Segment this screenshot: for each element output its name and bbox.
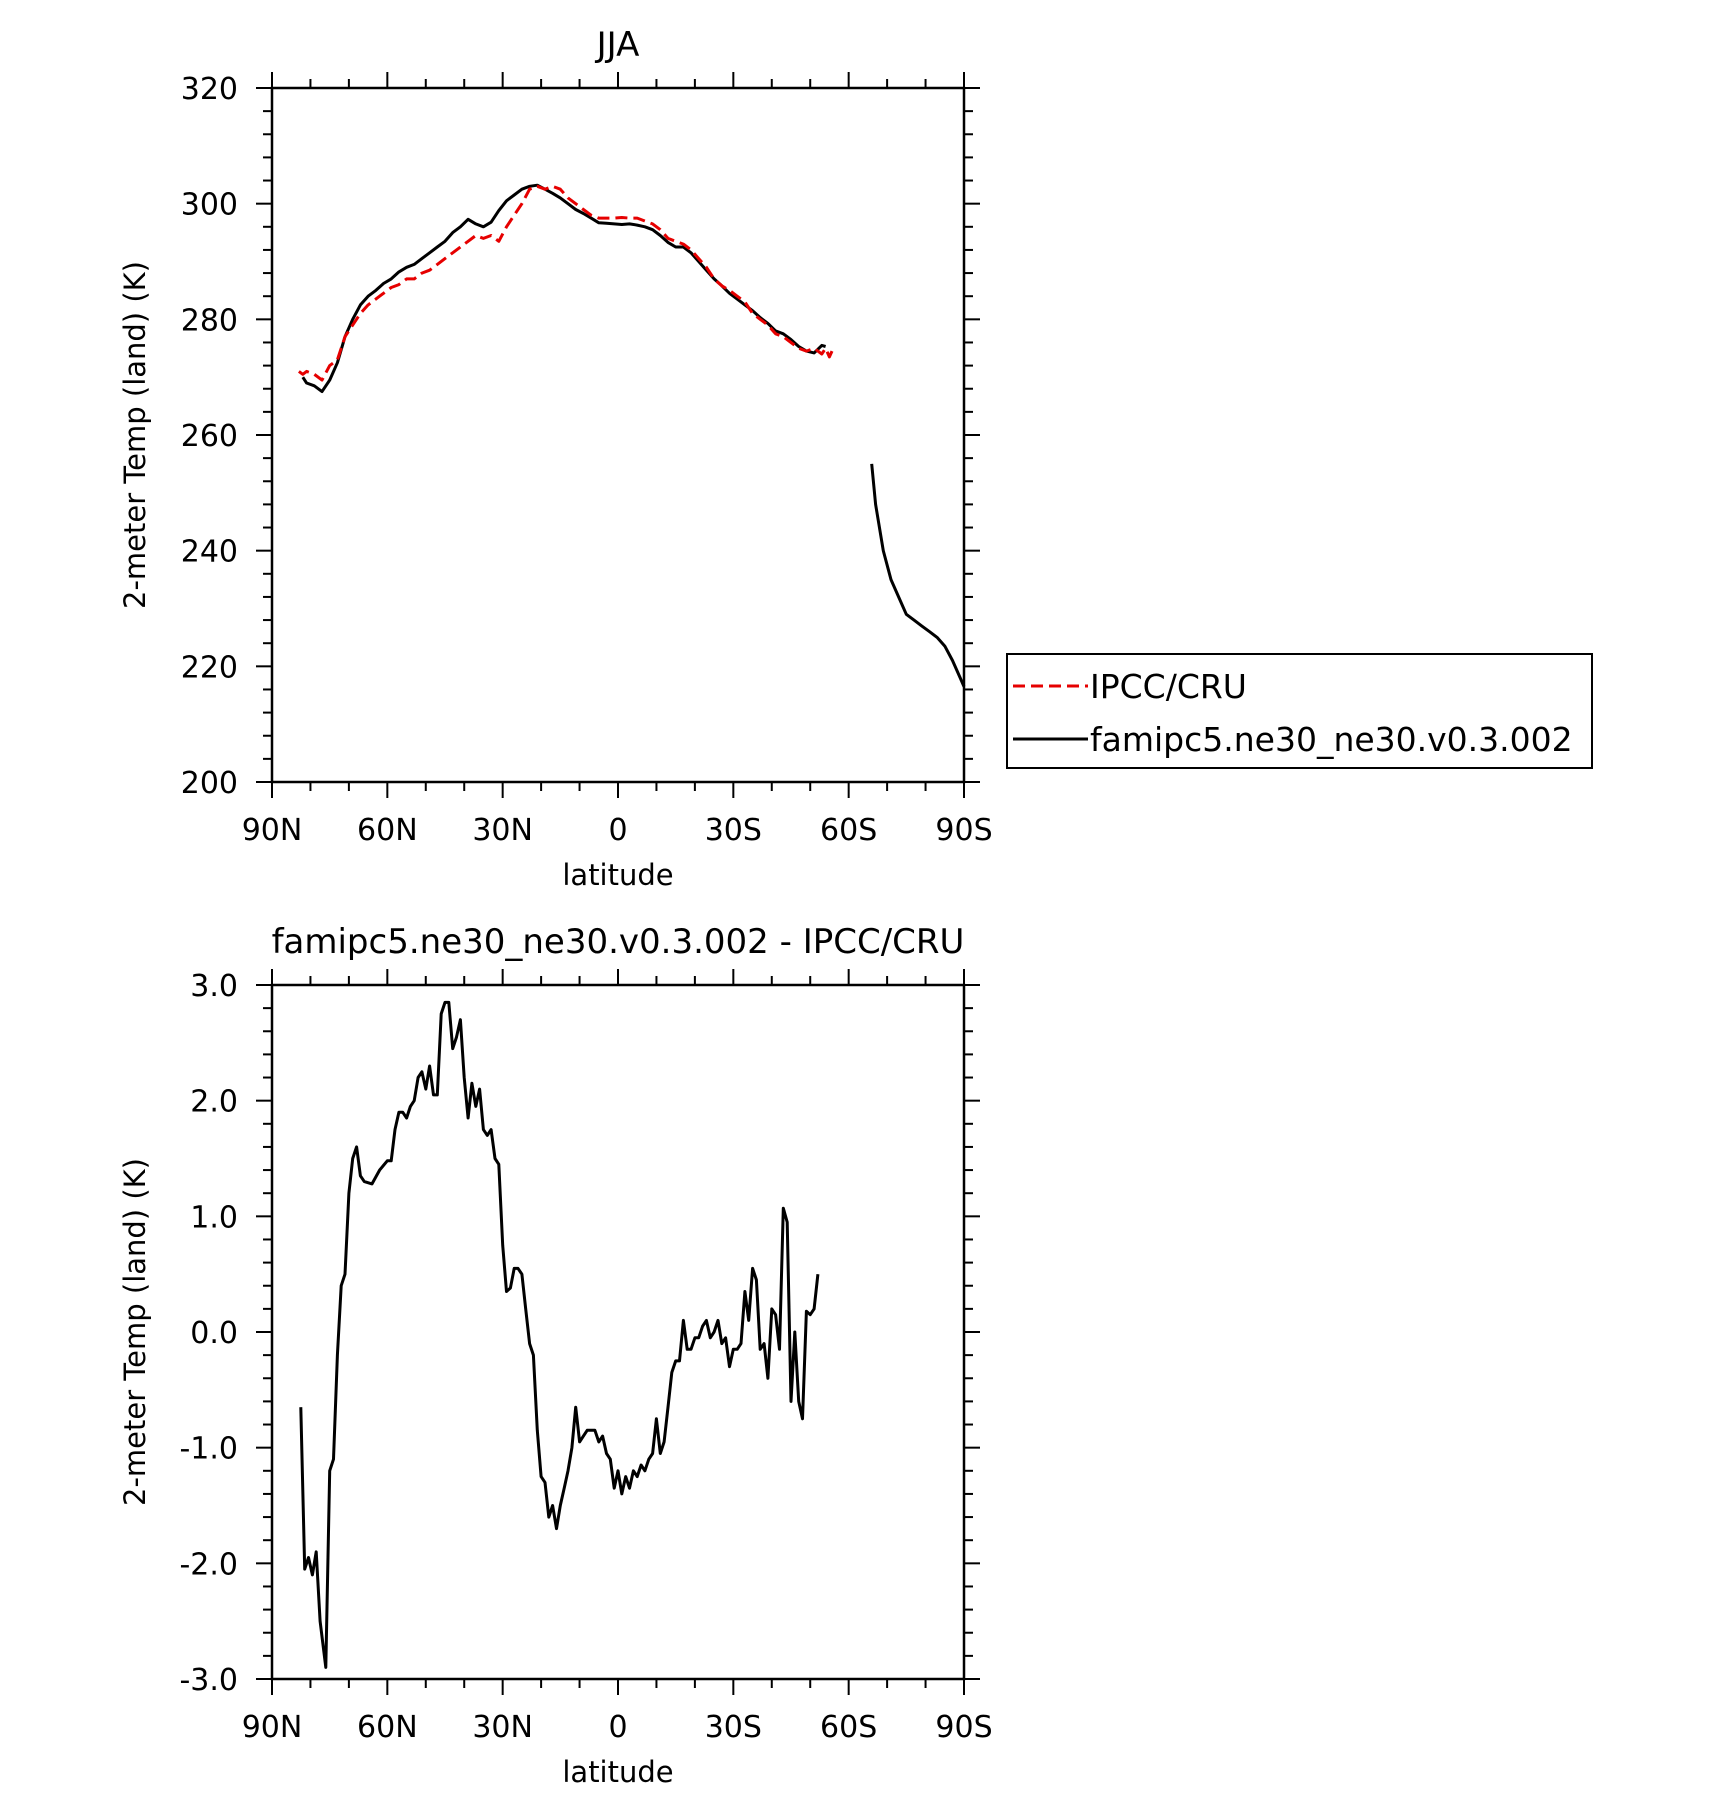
y-tick-label: 200 bbox=[181, 766, 238, 801]
chart-title: famipc5.ne30_ne30.v0.3.002 - IPCC/CRU bbox=[272, 922, 965, 962]
x-tick-label: 60N bbox=[357, 1710, 418, 1745]
x-tick-label: 60N bbox=[357, 813, 418, 848]
top-panel-temperature: JJA 90N 60N 30N 0 30S 60S 90S 200 220 240 260 280 300… bbox=[118, 25, 993, 892]
y-tick-label: 300 bbox=[181, 188, 238, 223]
x-tick-label: 90S bbox=[935, 1710, 992, 1745]
legend: IPCC/CRU famipc5.ne30_ne30.v0.3.002 bbox=[1006, 653, 1593, 769]
legend-label: famipc5.ne30_ne30.v0.3.002 bbox=[1090, 720, 1573, 759]
x-tick-label: 90S bbox=[935, 813, 992, 848]
x-tick-label: 0 bbox=[608, 813, 627, 848]
x-tick-label: 30S bbox=[705, 813, 762, 848]
y-tick-label: -3.0 bbox=[179, 1663, 238, 1698]
y-tick-label: 320 bbox=[181, 72, 238, 107]
bottom-panel-difference: famipc5.ne30_ne30.v0.3.002 - IPCC/CRU 90N… bbox=[118, 922, 993, 1789]
series-line bbox=[870, 463, 966, 688]
chart-title: JJA bbox=[595, 25, 640, 65]
plot-frame bbox=[270, 983, 966, 1681]
y-tick-label: -1.0 bbox=[179, 1432, 238, 1467]
x-tick-label: 60S bbox=[820, 1710, 877, 1745]
series-line bbox=[301, 183, 827, 394]
y-tick-label: 3.0 bbox=[190, 969, 238, 1004]
plot-frame bbox=[270, 86, 966, 784]
x-axis-label: latitude bbox=[562, 1755, 673, 1789]
y-tick-label: 280 bbox=[181, 303, 238, 338]
y-axis-label: 2-meter Temp (land) (K) bbox=[118, 261, 152, 609]
y-tick-label: 0.0 bbox=[190, 1316, 238, 1351]
y-tick-label: 220 bbox=[181, 650, 238, 685]
y-tick-label: 240 bbox=[181, 535, 238, 570]
x-tick-label: 0 bbox=[608, 1710, 627, 1745]
x-tick-label: 90N bbox=[242, 1710, 303, 1745]
x-tick-label: 90N bbox=[242, 813, 303, 848]
y-tick-label: -2.0 bbox=[179, 1547, 238, 1582]
y-tick-label: 260 bbox=[181, 419, 238, 454]
series-line bbox=[299, 1000, 820, 1669]
x-tick-label: 60S bbox=[820, 813, 877, 848]
y-tick-label: 1.0 bbox=[190, 1200, 238, 1235]
y-axis-label: 2-meter Temp (land) (K) bbox=[118, 1158, 152, 1506]
x-axis-label: latitude bbox=[562, 858, 673, 892]
x-tick-label: 30S bbox=[705, 1710, 762, 1745]
legend-box bbox=[1006, 653, 1593, 769]
x-tick-label: 30N bbox=[472, 1710, 533, 1745]
x-tick-label: 30N bbox=[472, 813, 533, 848]
y-tick-label: 2.0 bbox=[190, 1085, 238, 1120]
series-line bbox=[298, 184, 835, 382]
legend-label: IPCC/CRU bbox=[1090, 667, 1247, 706]
